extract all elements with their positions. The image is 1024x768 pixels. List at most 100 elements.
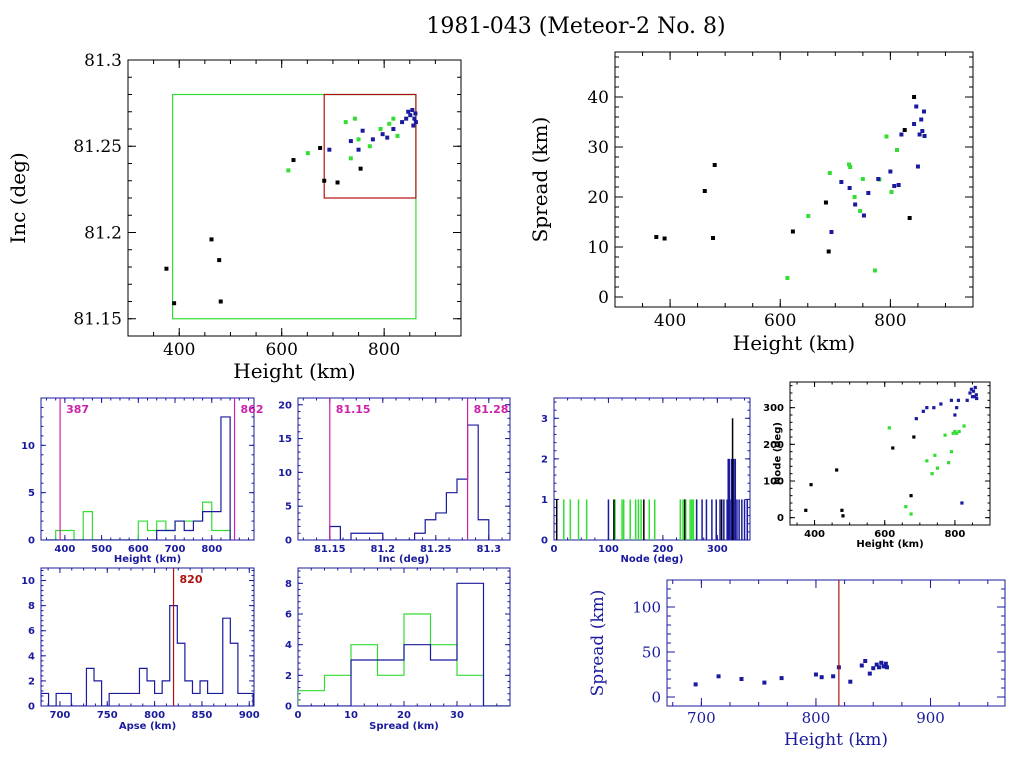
data-point-blue — [693, 682, 698, 687]
data-point-blue — [922, 134, 927, 138]
x-tick-label: 700 — [687, 709, 716, 727]
data-point-blue — [971, 389, 976, 393]
data-point-blue — [853, 202, 858, 207]
y-tick-label: 6 — [285, 610, 292, 621]
data-point-green — [847, 162, 852, 167]
data-point-blue — [829, 230, 834, 234]
plot-frame — [553, 397, 751, 541]
data-point-black — [164, 266, 169, 271]
data-point-blue — [871, 666, 876, 671]
y-tick-label: 20 — [278, 400, 292, 411]
y-tick-label: 100 — [632, 598, 661, 616]
y-tick-label: 81.15 — [73, 310, 122, 330]
data-point-black — [891, 446, 895, 450]
data-point-black — [902, 128, 907, 132]
data-point-green — [848, 165, 853, 169]
data-point-green — [806, 214, 811, 218]
data-point-blue — [965, 398, 969, 402]
data-point-black — [335, 180, 340, 185]
data-point-blue — [356, 147, 361, 152]
chart-h2: 81.15 81.2 81.25 81.3 0 5 10 15 20 Inc (deg) 81.15… — [278, 397, 511, 565]
y-tick-label: 81.25 — [73, 137, 122, 157]
data-point-green — [860, 177, 865, 181]
data-point-green — [925, 459, 929, 463]
data-point-green — [962, 424, 966, 428]
data-point-green — [305, 151, 310, 156]
data-point-blue — [848, 679, 853, 684]
data-point-black — [912, 435, 916, 439]
data-point-green — [367, 144, 372, 149]
data-point-green — [949, 450, 954, 454]
data-point-blue — [861, 213, 866, 218]
data-point-blue — [973, 385, 977, 390]
data-point-blue — [975, 396, 979, 401]
y-tick-label: 0 — [28, 702, 35, 713]
data-point-blue — [883, 661, 888, 666]
data-point-green — [943, 433, 947, 437]
x-tick-label: 81.3 — [476, 544, 501, 555]
data-point-blue — [953, 413, 957, 417]
data-point-black — [654, 235, 659, 239]
data-point-green — [343, 120, 348, 125]
data-point-black — [804, 508, 808, 512]
x-tick-label: 800 — [874, 311, 906, 331]
data-point-blue — [920, 129, 925, 133]
data-point-black — [841, 514, 845, 518]
y-axis-label: Spread (km) — [588, 590, 608, 697]
data-point-blue — [969, 387, 974, 391]
data-point-blue — [874, 662, 879, 667]
y-tick-label: 0 — [285, 702, 292, 713]
data-point-black — [662, 236, 667, 241]
data-point-blue — [912, 122, 917, 126]
data-point-blue — [932, 406, 936, 410]
data-point-blue — [404, 116, 409, 121]
y-tick-label: 1 — [541, 495, 548, 506]
data-point-green — [953, 429, 957, 434]
data-point-blue — [968, 391, 972, 395]
data-point-blue — [391, 127, 396, 131]
data-point-green — [884, 134, 889, 139]
data-point-blue — [867, 671, 872, 676]
data-point-green — [957, 429, 961, 434]
data-point-blue — [917, 132, 922, 137]
marker-label: 81.28 — [474, 403, 509, 416]
data-point-blue — [831, 674, 836, 679]
x-tick-label: 400 — [804, 529, 825, 540]
y-tick-label: 8 — [285, 579, 292, 590]
y-tick-label: 200 — [763, 440, 784, 451]
x-tick-label: 900 — [916, 709, 945, 727]
data-point-green — [955, 431, 959, 435]
x-axis-label: Height (km) — [114, 554, 181, 565]
x-tick-label: 800 — [944, 529, 965, 540]
y-tick-label: 40 — [587, 88, 609, 108]
y-tick-label: 2 — [541, 454, 548, 465]
x-tick-label: 30 — [450, 710, 464, 721]
data-point-black — [209, 237, 214, 242]
x-tick-label: 800 — [144, 710, 165, 721]
data-point-blue — [955, 406, 959, 410]
data-point-black — [322, 178, 327, 183]
data-point-green — [872, 268, 877, 273]
data-point-green — [933, 453, 937, 457]
y-tick-label: 2 — [285, 671, 292, 682]
y-axis-label: Spread (km) — [528, 117, 552, 243]
x-tick-label: 10 — [344, 710, 358, 721]
marker-label: 387 — [66, 403, 89, 416]
data-point-blue — [847, 186, 852, 190]
data-point-green — [909, 512, 913, 516]
plot-frame — [40, 397, 255, 541]
x-axis-label: Apse (km) — [119, 721, 176, 732]
data-point-blue — [866, 191, 871, 195]
plot-area — [164, 93, 418, 320]
plot-area — [46, 416, 231, 540]
y-tick-label: 0 — [285, 536, 292, 547]
data-point-green — [904, 505, 908, 509]
data-point-green — [356, 137, 361, 142]
data-point-blue — [949, 398, 954, 402]
data-point-blue — [970, 395, 975, 399]
plot-area — [693, 659, 889, 687]
x-tick-label: 0 — [551, 544, 558, 555]
x-tick-label: 400 — [654, 311, 686, 331]
y-axis-label: Node (deg) — [773, 422, 784, 485]
data-point-blue — [411, 123, 416, 128]
